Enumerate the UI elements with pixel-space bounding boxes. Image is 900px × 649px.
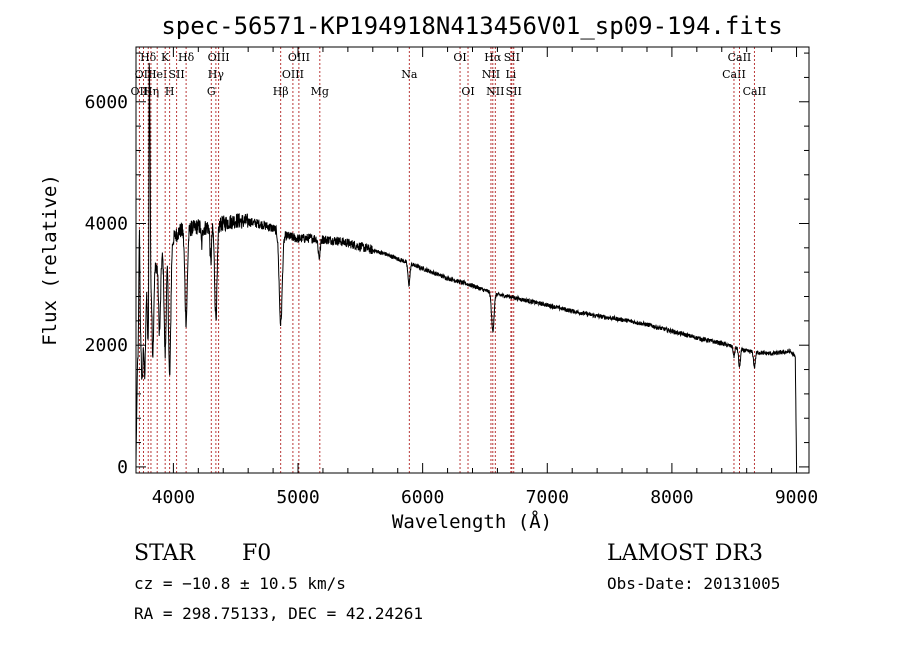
line-label-14: OIII bbox=[288, 51, 310, 64]
obs-date: Obs-Date: 20131005 bbox=[607, 574, 780, 593]
y-tick-label-0: 0 bbox=[117, 457, 128, 478]
chart-title: spec-56571-KP194918N413456V01_sp09-194.f… bbox=[161, 12, 782, 40]
plot-frame bbox=[135, 46, 810, 474]
line-label-26: CaII bbox=[728, 51, 752, 64]
spectrum-line bbox=[135, 62, 797, 464]
line-label-21: NII bbox=[486, 85, 504, 98]
line-label-9: G bbox=[207, 85, 216, 98]
line-label-15: Mg bbox=[311, 85, 329, 98]
y-axis-label: Flux (relative) bbox=[39, 174, 61, 346]
line-label-8: Hδ bbox=[178, 51, 195, 64]
line-label-16: Na bbox=[401, 68, 418, 81]
x-axis-label: Wavelength (Å) bbox=[392, 510, 552, 533]
coordinates: RA = 298.75133, DEC = 42.24261 bbox=[134, 604, 423, 623]
line-label-2: Hδ bbox=[140, 51, 157, 64]
line-label-7: SII bbox=[169, 68, 185, 81]
x-tick-label-3: 7000 bbox=[526, 487, 569, 508]
line-label-3: Hη bbox=[143, 85, 159, 98]
line-label-20: Hα bbox=[484, 51, 502, 64]
y-tick-label-3: 6000 bbox=[85, 92, 128, 113]
object-subclass: F0 bbox=[242, 541, 271, 566]
x-tick-label-5: 9000 bbox=[775, 487, 818, 508]
line-label-17: OI bbox=[453, 51, 466, 64]
line-label-18: OI bbox=[461, 85, 474, 98]
line-label-23: SII bbox=[504, 51, 520, 64]
y-tick-label-1: 2000 bbox=[85, 335, 128, 356]
line-label-22: Li bbox=[505, 68, 516, 81]
line-label-25: CaII bbox=[722, 68, 746, 81]
line-label-27: CaII bbox=[743, 85, 767, 98]
survey-name: LAMOST DR3 bbox=[607, 541, 763, 566]
axes: 4000 5000 6000 7000 8000 9000 0 2000 4000 6000 bbox=[85, 46, 818, 508]
line-label-11: OIII bbox=[208, 51, 230, 64]
x-tick-label-0: 4000 bbox=[152, 487, 195, 508]
line-label-24: SII bbox=[506, 85, 522, 98]
x-tick-label-2: 6000 bbox=[401, 487, 444, 508]
object-class: STAR bbox=[134, 541, 196, 566]
line-label-6: H bbox=[165, 85, 175, 98]
x-tick-label-4: 8000 bbox=[650, 487, 693, 508]
line-label-4: HeI bbox=[147, 68, 167, 81]
y-tick-label-2: 4000 bbox=[85, 213, 128, 234]
line-label-12: Hβ bbox=[273, 85, 289, 98]
redshift-readout: cz = −10.8 ± 10.5 km/s bbox=[134, 574, 346, 593]
x-tick-label-1: 5000 bbox=[276, 487, 319, 508]
spectrum-series bbox=[135, 62, 797, 464]
line-label-5: K bbox=[161, 51, 170, 64]
spectral-line-markers: OIIOIIHδHηHeIKHSIIHδGHγOIIIHβOIIIOIIIMgN… bbox=[131, 47, 767, 473]
line-label-10: Hγ bbox=[208, 68, 225, 81]
line-label-19: NII bbox=[482, 68, 500, 81]
line-label-13: OIII bbox=[282, 68, 304, 81]
